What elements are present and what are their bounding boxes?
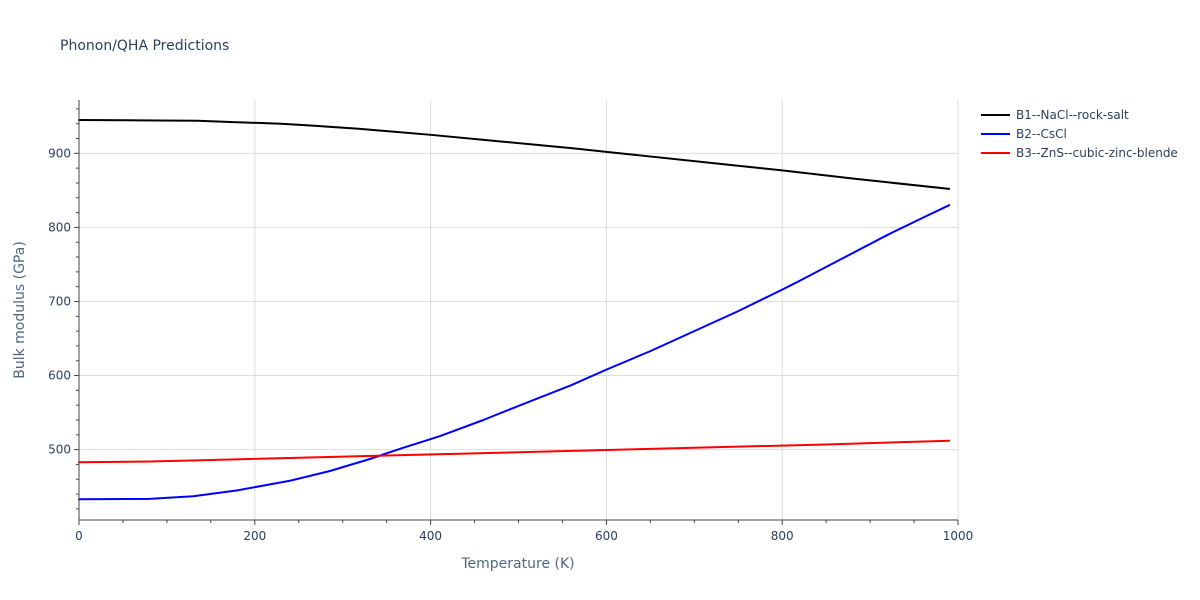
y-grid xyxy=(79,152,958,451)
legend: B1--NaCl--rock-salt B2--CsCl B3--ZnS--cubi… xyxy=(981,108,1178,160)
y-tick-label: 700 xyxy=(48,294,71,308)
y-tick-label: 900 xyxy=(48,146,71,160)
legend-label: B2--CsCl xyxy=(1016,127,1067,141)
series-line-3 xyxy=(78,439,951,464)
series-line-1 xyxy=(78,119,951,190)
x-tick-label: 600 xyxy=(595,529,618,543)
y-tick-label: 500 xyxy=(48,443,71,457)
x-tick-label: 400 xyxy=(419,529,442,543)
series-layer xyxy=(78,119,951,501)
chart-title: Phonon/QHA Predictions xyxy=(60,38,229,54)
x-tick-label: 0 xyxy=(75,529,83,543)
series-line-2 xyxy=(78,204,951,501)
x-axis-title: Temperature (K) xyxy=(460,556,574,572)
x-tick-label: 200 xyxy=(243,529,266,543)
x-ticks: 0 200 400 600 800 1000 xyxy=(75,520,973,543)
y-ticks: 500 600 700 800 900 xyxy=(48,108,79,510)
y-axis-title: Bulk modulus (GPa) xyxy=(12,241,28,379)
legend-label: B1--NaCl--rock-salt xyxy=(1016,108,1129,122)
legend-label: B3--ZnS--cubic-zinc-blende xyxy=(1016,146,1178,160)
y-tick-label: 800 xyxy=(48,220,71,234)
x-tick-label: 1000 xyxy=(943,529,974,543)
x-tick-label: 800 xyxy=(771,529,794,543)
y-tick-label: 600 xyxy=(48,369,71,383)
